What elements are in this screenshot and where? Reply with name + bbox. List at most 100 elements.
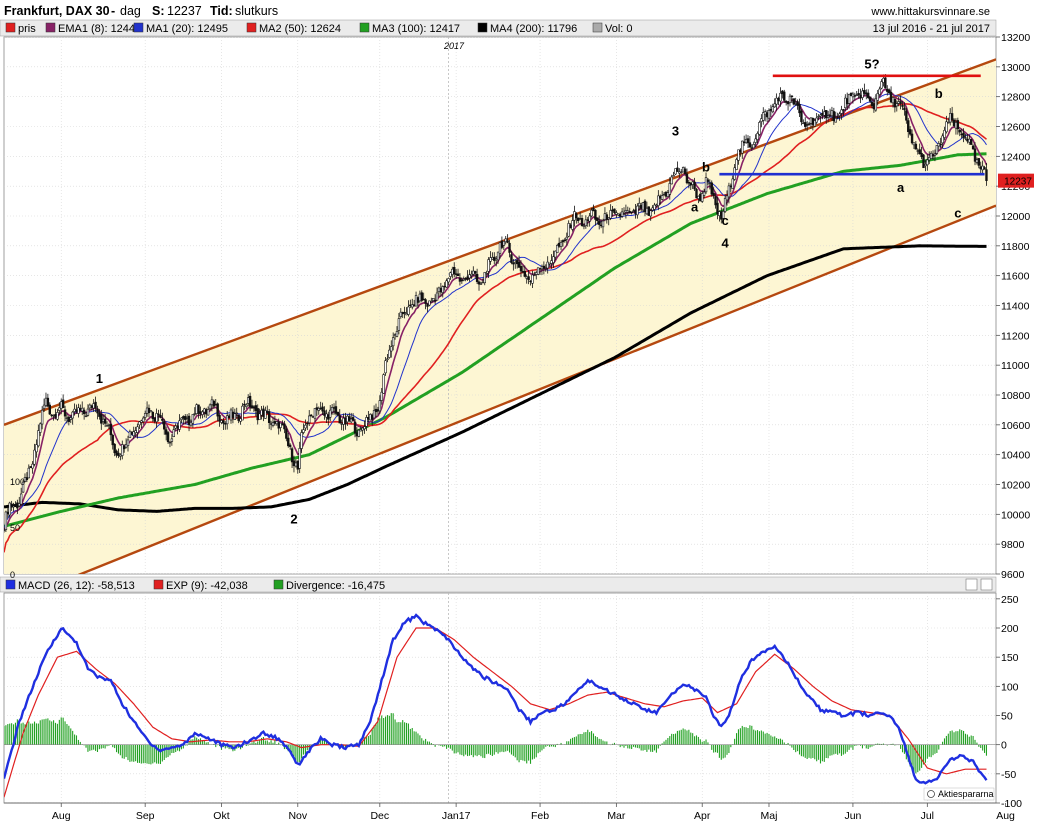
candle-body — [159, 415, 162, 418]
price-ytick-label-17: 13000 — [1001, 62, 1030, 74]
candle-body — [363, 426, 366, 430]
macd-ytick-label-4: 100 — [1001, 681, 1019, 693]
macd-legend-label-2: Divergence: -16,475 — [286, 580, 385, 592]
candle-body — [48, 404, 51, 415]
candle-body — [617, 213, 620, 216]
candle-body — [590, 209, 593, 217]
header-date-range: 13 jul 2016 - 21 jul 2017 — [873, 23, 990, 35]
candle-body — [716, 202, 719, 215]
header-s-label: S: — [152, 4, 165, 18]
candle-body — [113, 443, 116, 454]
candle-body — [40, 409, 44, 425]
candle-body — [349, 418, 353, 423]
candle-body — [969, 139, 973, 145]
candle-body — [660, 195, 664, 200]
candle-body — [71, 411, 74, 419]
macd-ytick-label-7: 250 — [1001, 594, 1019, 606]
x-tick-label-6: Feb — [531, 810, 549, 822]
candle-body — [327, 414, 330, 420]
candle-body — [308, 415, 311, 424]
candle-body — [712, 192, 715, 196]
left-marker-0: 0 — [10, 570, 15, 580]
candle-body — [758, 122, 761, 135]
candle-body — [153, 417, 156, 422]
candle-body — [603, 213, 607, 220]
candle-body — [960, 133, 963, 136]
ma2-line — [4, 103, 988, 553]
candle-body — [575, 213, 578, 219]
candle-body — [964, 137, 967, 139]
candle-body — [227, 415, 231, 419]
candle-body — [670, 176, 673, 185]
candle-body — [382, 374, 385, 394]
candle-body — [672, 175, 675, 177]
candle-body — [907, 120, 910, 132]
price-ytick-label-14: 12400 — [1001, 151, 1030, 163]
candle-body — [557, 242, 561, 247]
candle-body — [935, 145, 939, 154]
candle-body — [325, 413, 328, 418]
candle-body — [630, 211, 633, 214]
candle-body — [876, 93, 879, 101]
legend-swatch-0 — [5, 22, 16, 33]
candle-body — [359, 429, 362, 432]
ma3-line — [4, 152, 987, 528]
legend-label-0: pris — [18, 23, 36, 35]
candle-body — [966, 138, 969, 142]
candle-body — [506, 240, 509, 243]
copyright-icon — [927, 790, 935, 798]
candle-body — [496, 251, 500, 261]
candle-body — [571, 220, 574, 230]
candle-body — [542, 265, 546, 269]
candle-body — [937, 143, 940, 147]
macd-legend-swatch-0 — [5, 579, 16, 590]
candle-body — [124, 444, 128, 448]
candle-body — [54, 414, 57, 418]
candle-body — [67, 416, 71, 422]
candle-body — [809, 117, 813, 124]
candle-body — [189, 422, 193, 426]
candle-body — [466, 276, 469, 280]
candle-body — [706, 179, 710, 182]
x-tick-label-1: Sep — [136, 810, 155, 822]
candle-body — [92, 403, 95, 409]
candle-body — [142, 417, 145, 423]
candle-body — [182, 416, 185, 419]
candle-body — [266, 411, 269, 414]
channel-fill — [4, 59, 996, 574]
candle-body — [556, 245, 559, 254]
text-layer: Frankfurt, DAX 30 - dag S: 12237 Tid: sl… — [4, 4, 1032, 799]
candle-body — [981, 165, 984, 171]
candle-body — [399, 311, 402, 317]
x-tick-label-7: Mar — [607, 810, 626, 822]
candle-body — [731, 178, 734, 189]
candle-body — [193, 413, 196, 415]
candle-body — [384, 360, 387, 374]
candle-body — [256, 408, 259, 421]
candle-body — [868, 96, 872, 102]
candle-body — [472, 270, 475, 275]
candle-body — [60, 401, 63, 409]
candle-body — [184, 416, 187, 420]
candle-body — [498, 242, 502, 254]
candle-body — [678, 171, 681, 174]
candle-body — [163, 421, 166, 430]
candle-body — [763, 111, 767, 116]
candle-body — [676, 167, 679, 172]
candle-body — [735, 159, 738, 170]
candle-body — [622, 213, 626, 215]
candle-body — [201, 411, 204, 415]
legend-label-2: MA1 (20): 12495 — [146, 23, 228, 35]
candle-body — [903, 107, 906, 111]
candle-body — [39, 423, 42, 433]
candle-body — [37, 430, 40, 447]
candle-body — [577, 217, 580, 222]
candle-body — [853, 95, 857, 97]
candle-body — [699, 193, 702, 202]
candle-body — [786, 101, 790, 105]
year-marker: 2017 — [443, 41, 465, 51]
candle-body — [849, 93, 853, 97]
candle-body — [674, 168, 677, 175]
candle-body — [445, 280, 448, 288]
candle-body — [599, 224, 603, 227]
